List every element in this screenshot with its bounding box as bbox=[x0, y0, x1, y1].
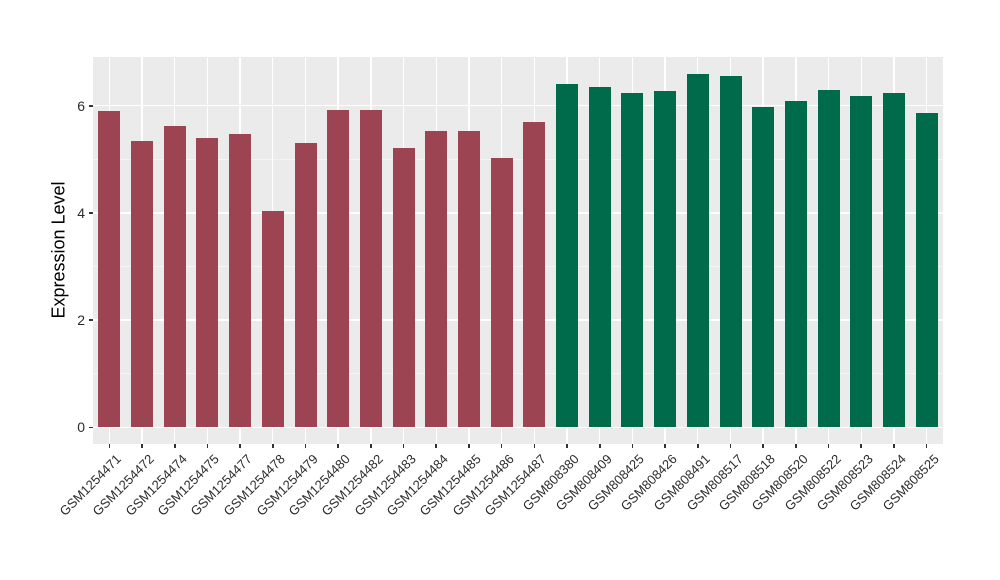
y-tick-label: 4 bbox=[77, 204, 85, 221]
y-tick-mark bbox=[89, 426, 93, 429]
x-tick-mark bbox=[533, 444, 536, 448]
x-tick-mark bbox=[860, 444, 863, 448]
x-tick-mark bbox=[631, 444, 634, 448]
bar-GSM808523 bbox=[850, 95, 873, 428]
y-tick-mark bbox=[89, 212, 93, 214]
x-tick-mark bbox=[795, 444, 797, 448]
gridline-major-y bbox=[93, 426, 943, 429]
x-tick-mark bbox=[272, 444, 274, 448]
gridline-major-y bbox=[93, 212, 943, 214]
x-tick-mark bbox=[108, 444, 111, 448]
bar-GSM808524 bbox=[882, 92, 905, 428]
gridline-minor-y bbox=[93, 373, 943, 375]
bar-GSM808425 bbox=[621, 92, 644, 428]
bar-GSM1254480 bbox=[327, 110, 350, 428]
gridline-major-y bbox=[93, 105, 943, 107]
x-tick-mark bbox=[762, 444, 764, 448]
bar-GSM1254477 bbox=[229, 134, 252, 428]
x-tick-mark bbox=[468, 444, 470, 448]
x-tick-mark bbox=[827, 444, 830, 448]
plot-panel bbox=[93, 57, 943, 444]
bar-GSM808522 bbox=[817, 89, 840, 428]
bar-GSM1254487 bbox=[523, 121, 546, 428]
bar-GSM1254484 bbox=[425, 130, 448, 428]
bar-GSM808525 bbox=[915, 112, 938, 428]
gridline-minor-y bbox=[93, 159, 943, 160]
y-axis-title: Expression Level bbox=[48, 181, 69, 319]
x-tick-mark bbox=[729, 444, 732, 448]
bar-GSM1254478 bbox=[261, 210, 284, 428]
x-tick-mark bbox=[893, 444, 895, 448]
x-tick-mark bbox=[566, 444, 568, 448]
gridline-minor-y bbox=[93, 266, 943, 267]
bar-GSM808491 bbox=[686, 74, 709, 428]
x-tick-mark bbox=[370, 444, 372, 448]
bar-GSM1254472 bbox=[131, 141, 154, 428]
bar-GSM1254483 bbox=[392, 147, 415, 428]
bar-GSM1254482 bbox=[359, 110, 382, 428]
bar-GSM1254475 bbox=[196, 137, 219, 428]
bar-GSM808520 bbox=[784, 100, 807, 428]
x-tick-mark bbox=[435, 444, 438, 448]
y-tick-mark bbox=[89, 104, 93, 107]
bar-GSM1254471 bbox=[98, 110, 121, 428]
x-tick-mark bbox=[598, 444, 601, 448]
gridline-major-y bbox=[93, 319, 943, 321]
bar-GSM808380 bbox=[556, 84, 579, 428]
bar-GSM808517 bbox=[719, 75, 742, 428]
bar-GSM808409 bbox=[588, 87, 611, 428]
x-tick-mark bbox=[173, 444, 176, 448]
bar-GSM1254479 bbox=[294, 143, 317, 428]
x-tick-mark bbox=[304, 444, 307, 448]
x-tick-mark bbox=[402, 444, 405, 448]
x-tick-mark bbox=[925, 444, 928, 448]
bar-GSM1254485 bbox=[457, 130, 480, 428]
y-tick-label: 6 bbox=[77, 97, 85, 114]
bar-GSM808518 bbox=[752, 106, 775, 428]
x-tick-mark bbox=[697, 444, 699, 448]
x-tick-mark bbox=[500, 444, 503, 448]
bar-GSM1254486 bbox=[490, 158, 513, 428]
y-tick-label: 2 bbox=[77, 312, 85, 329]
y-tick-mark bbox=[89, 319, 93, 321]
bar-GSM808426 bbox=[654, 90, 677, 428]
x-tick-mark bbox=[664, 444, 666, 448]
bar-GSM1254474 bbox=[163, 125, 186, 428]
x-tick-mark bbox=[141, 444, 143, 448]
x-tick-mark bbox=[337, 444, 339, 448]
x-tick-mark bbox=[239, 444, 241, 448]
x-tick-mark bbox=[206, 444, 209, 448]
y-tick-label: 0 bbox=[77, 419, 85, 436]
